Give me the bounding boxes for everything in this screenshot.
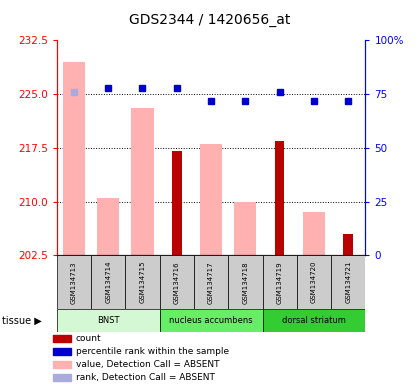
Bar [52,361,71,368]
Text: GSM134718: GSM134718 [242,261,248,304]
Bar [200,144,222,255]
Bar [160,255,194,309]
Bar [297,255,331,309]
Text: tissue ▶: tissue ▶ [2,316,42,326]
Bar [275,141,284,255]
Text: GSM134717: GSM134717 [208,261,214,304]
Bar [91,255,125,309]
Bar [52,335,71,342]
Bar [131,108,154,255]
Text: GSM134719: GSM134719 [277,261,283,304]
Bar [52,348,71,355]
Text: GSM134720: GSM134720 [311,261,317,303]
Text: percentile rank within the sample: percentile rank within the sample [76,347,229,356]
Bar [228,255,262,309]
Bar [52,374,71,381]
Text: nucleus accumbens: nucleus accumbens [169,316,253,325]
Bar [57,255,91,309]
Text: rank, Detection Call = ABSENT: rank, Detection Call = ABSENT [76,373,215,382]
Text: value, Detection Call = ABSENT: value, Detection Call = ABSENT [76,360,219,369]
Text: BNST: BNST [97,316,119,325]
Bar [262,255,297,309]
Text: GSM134721: GSM134721 [345,261,351,303]
Bar [57,309,160,332]
Bar [234,202,257,255]
Bar [194,255,228,309]
Bar [63,62,85,255]
Bar [331,255,365,309]
Bar [125,255,160,309]
Bar [344,234,353,255]
Text: GSM134716: GSM134716 [174,261,180,304]
Text: GSM134714: GSM134714 [105,261,111,303]
Text: GDS2344 / 1420656_at: GDS2344 / 1420656_at [129,13,291,27]
Text: count: count [76,334,101,343]
Bar [303,212,325,255]
Bar [160,309,262,332]
Text: GSM134715: GSM134715 [139,261,145,303]
Text: GSM134713: GSM134713 [71,261,77,304]
Bar [172,151,181,255]
Bar [262,309,365,332]
Bar [97,198,119,255]
Text: dorsal striatum: dorsal striatum [282,316,346,325]
